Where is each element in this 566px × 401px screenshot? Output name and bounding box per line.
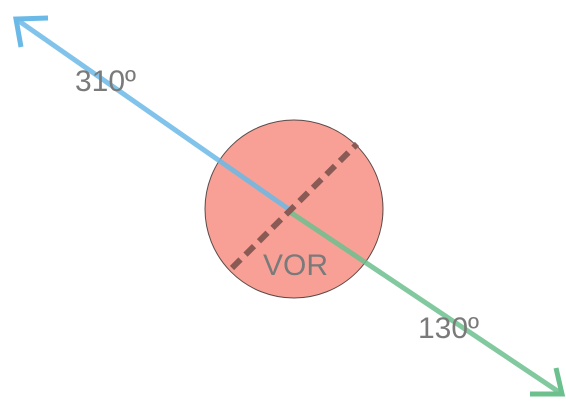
radial-310-arrowhead	[13, 15, 49, 48]
dashed-axis	[229, 141, 360, 271]
radial-130-line	[288, 209, 564, 397]
radial-130-arrowhead	[530, 367, 566, 397]
radial-310-line	[14, 16, 292, 213]
radial-310-label: 310º	[75, 65, 136, 98]
radial-130-label: 130º	[418, 312, 479, 345]
station-label: VOR	[263, 249, 328, 282]
